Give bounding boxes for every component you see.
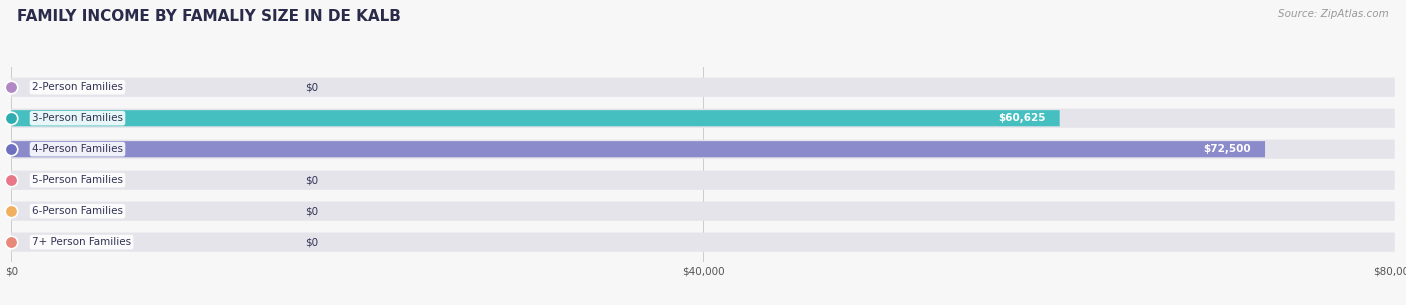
- Text: 4-Person Families: 4-Person Families: [32, 144, 122, 154]
- Text: 2-Person Families: 2-Person Families: [32, 82, 122, 92]
- FancyBboxPatch shape: [11, 110, 1060, 126]
- Text: 3-Person Families: 3-Person Families: [32, 113, 122, 123]
- FancyBboxPatch shape: [11, 141, 1265, 157]
- Text: FAMILY INCOME BY FAMALIY SIZE IN DE KALB: FAMILY INCOME BY FAMALIY SIZE IN DE KALB: [17, 9, 401, 24]
- Text: $72,500: $72,500: [1204, 144, 1251, 154]
- FancyBboxPatch shape: [11, 140, 1395, 159]
- Text: $0: $0: [305, 237, 318, 247]
- Text: $0: $0: [305, 82, 318, 92]
- Text: 7+ Person Families: 7+ Person Families: [32, 237, 131, 247]
- FancyBboxPatch shape: [11, 202, 1395, 221]
- Text: 5-Person Families: 5-Person Families: [32, 175, 122, 185]
- Text: Source: ZipAtlas.com: Source: ZipAtlas.com: [1278, 9, 1389, 19]
- FancyBboxPatch shape: [11, 109, 1395, 128]
- Text: $60,625: $60,625: [998, 113, 1046, 123]
- FancyBboxPatch shape: [11, 170, 1395, 190]
- Text: 6-Person Families: 6-Person Families: [32, 206, 122, 216]
- Text: $0: $0: [305, 206, 318, 216]
- FancyBboxPatch shape: [11, 78, 1395, 97]
- Text: $0: $0: [305, 175, 318, 185]
- FancyBboxPatch shape: [11, 232, 1395, 252]
